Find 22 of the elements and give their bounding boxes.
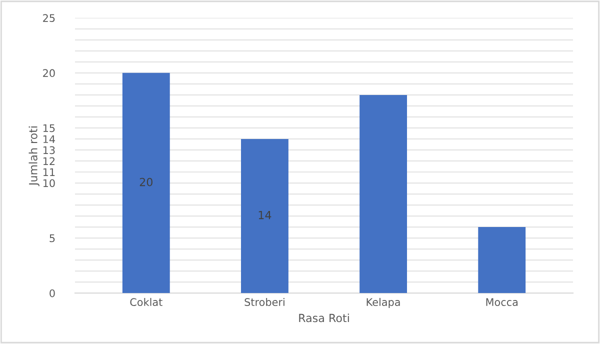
- y-axis-title: Jumlah roti: [28, 126, 40, 186]
- data-label: 14: [258, 210, 272, 220]
- x-tick-label: Coklat: [130, 298, 162, 306]
- y-tick-label: 5: [50, 234, 55, 242]
- x-tick-label: Stroberi: [244, 298, 284, 306]
- x-axis-title: Rasa Roti: [299, 314, 349, 322]
- y-tick-label: 25: [43, 14, 55, 22]
- y-tick-label: 15: [43, 124, 55, 132]
- y-tick-label: 14: [43, 135, 55, 143]
- y-tick-label: 0: [50, 289, 55, 298]
- x-tick-label: Kelapa: [366, 298, 400, 308]
- y-tick-label: 20: [43, 69, 55, 78]
- x-tick-label: Mocca: [486, 298, 518, 306]
- bar: [122, 72, 170, 294]
- y-tick-label: 11: [43, 168, 55, 176]
- y-tick-label: 12: [43, 157, 55, 165]
- data-label: 20: [140, 178, 152, 186]
- y-tick-label: 10: [43, 179, 55, 188]
- bar: [241, 138, 288, 294]
- bar: [478, 227, 526, 294]
- y-tick-label: 13: [43, 146, 55, 154]
- bar: [360, 94, 407, 294]
